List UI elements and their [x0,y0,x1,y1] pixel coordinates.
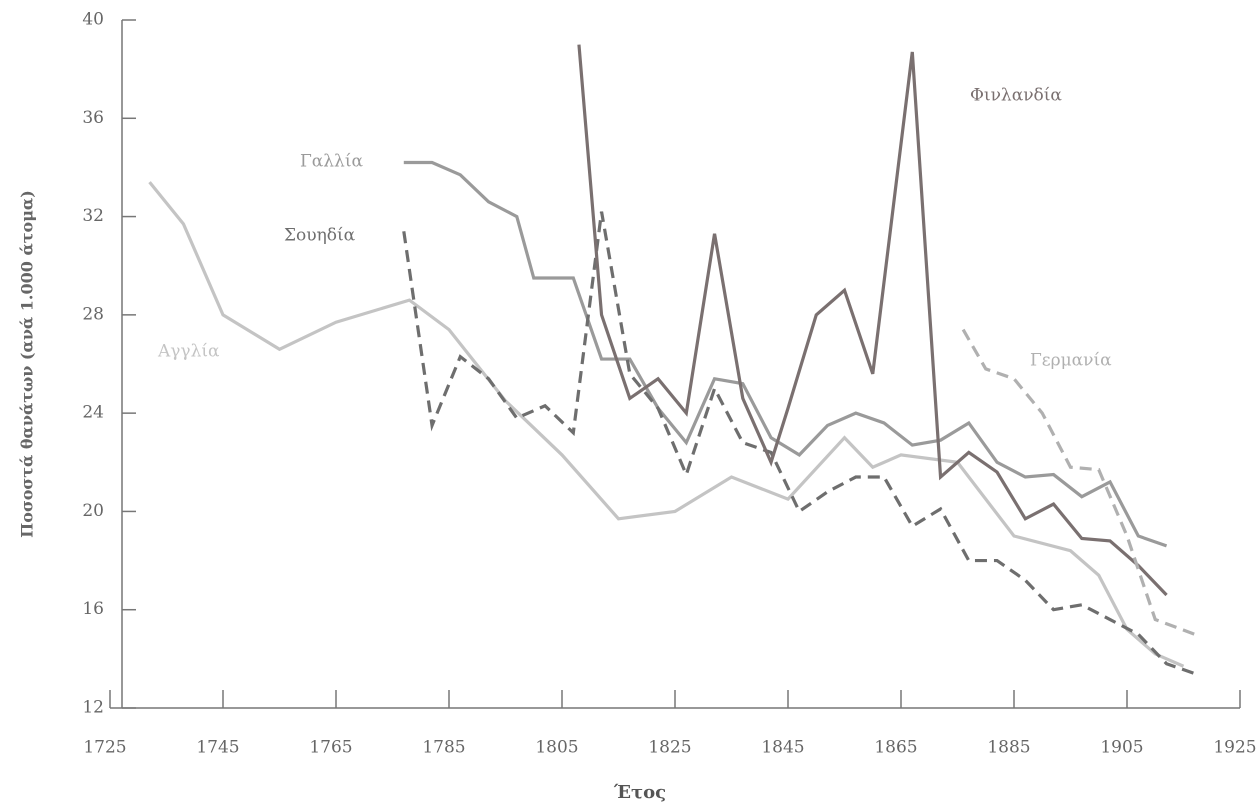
series-label: Γερμανία [1030,351,1112,371]
line [148,181,1185,668]
line [577,44,1168,597]
line [961,328,1196,636]
x-tick-label: 1845 [761,738,804,758]
series-label: Φινλανδία [970,86,1062,106]
y-axis-label: Ποσοστά θανάτων (ανά 1.000 άτομα) [18,190,37,538]
x-tick-label: 1765 [309,738,352,758]
y-tick-label: 36 [82,108,104,128]
x-tick-label: 1725 [83,738,126,758]
y-tick-label: 20 [82,501,104,521]
series-label: Γαλλία [300,152,363,172]
series-label: Αγγλία [157,342,220,362]
x-tick-label: 1925 [1213,738,1256,758]
y-tick-label: 16 [82,599,104,619]
y-tick-label: 12 [82,698,104,718]
line [403,160,1168,548]
y-tick-label: 28 [82,304,104,324]
line [402,211,1196,676]
x-axis-label: Έτος [613,782,666,803]
x-tick-label: 1865 [874,738,917,758]
series-label: Σουηδία [284,226,356,246]
x-tick-label: 1885 [987,738,1030,758]
x-tick-label: 1785 [422,738,465,758]
x-tick-label: 1805 [535,738,578,758]
x-tick-label: 1825 [648,738,691,758]
x-tick-label: 1745 [196,738,239,758]
x-tick-label: 1905 [1100,738,1143,758]
y-tick-label: 24 [82,403,104,423]
y-tick-label: 40 [82,10,104,30]
y-tick-label: 32 [82,206,104,226]
